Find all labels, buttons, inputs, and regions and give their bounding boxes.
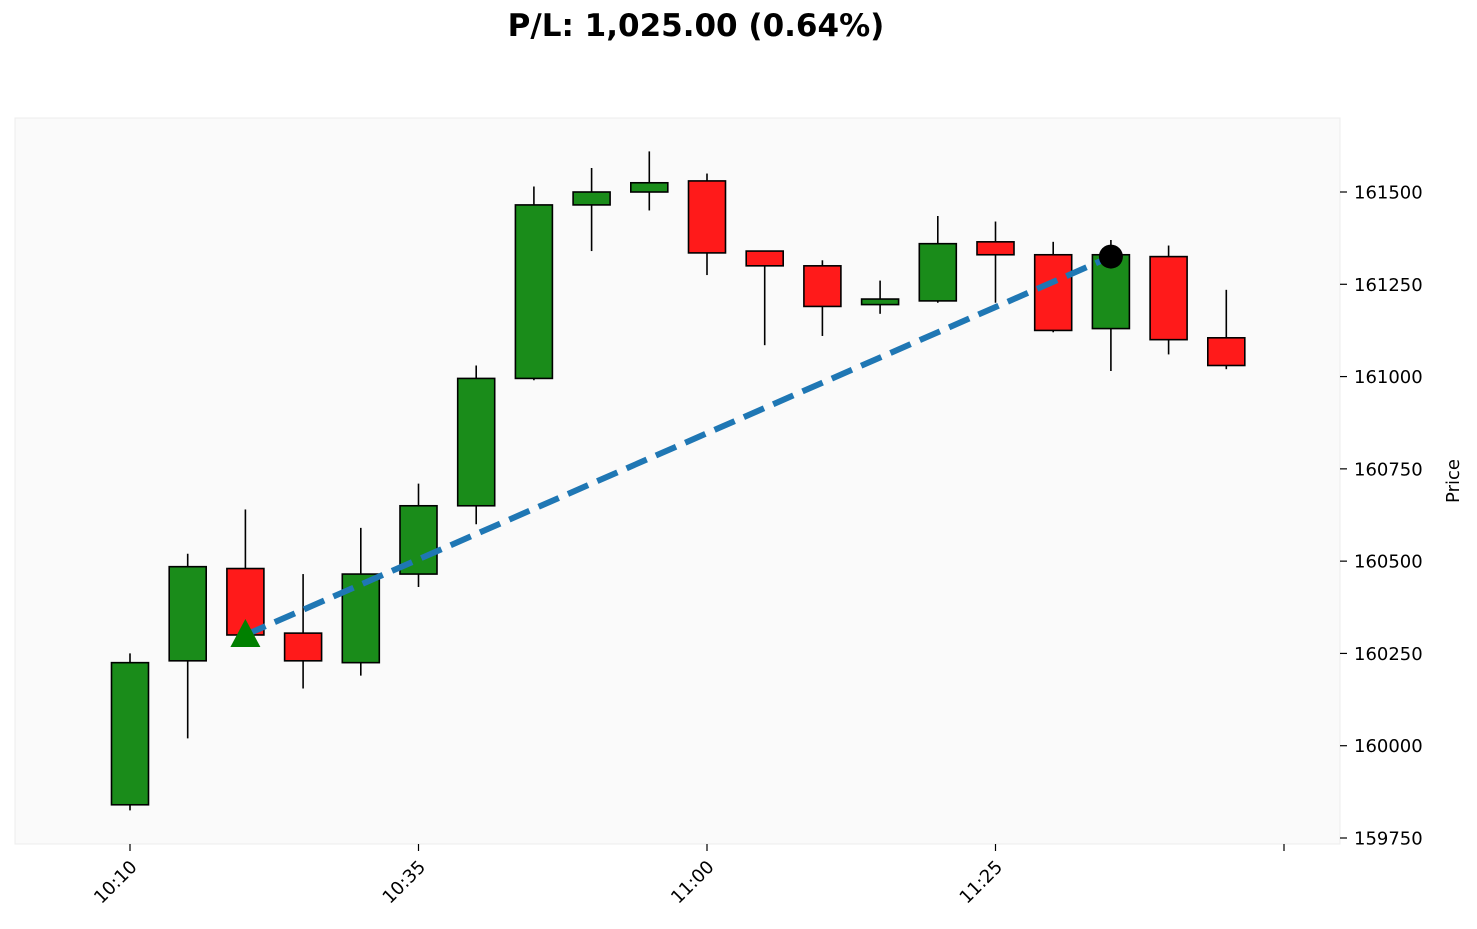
- trade-line: [244, 253, 1113, 638]
- candle-up: [456, 377, 496, 507]
- entry-marker: [230, 618, 261, 647]
- x-axis: 10:10 10:35 11:00 11:25: [90, 844, 1285, 909]
- y-tick-label: 160250: [1354, 644, 1423, 665]
- candle-up: [514, 204, 554, 380]
- y-tick-label: 161250: [1354, 275, 1423, 296]
- candle-down: [745, 250, 785, 267]
- candle-up: [110, 661, 150, 806]
- y-tick-label: 159750: [1354, 829, 1423, 850]
- x-tick-label: 10:10: [90, 857, 142, 909]
- candle-down: [1033, 253, 1073, 332]
- y-axis: 159750 160000 160250 160500 160750 161000 1612…: [1340, 183, 1423, 850]
- x-tick-label: 11:00: [667, 857, 719, 909]
- candle-down: [976, 241, 1015, 256]
- x-tick-label: 10:35: [379, 857, 431, 909]
- y-tick-label: 160750: [1354, 459, 1423, 480]
- y-tick-label: 161500: [1354, 183, 1423, 204]
- x-tick-label: 11:25: [956, 857, 1008, 909]
- candle-up: [572, 191, 611, 206]
- candle-down: [283, 632, 323, 662]
- candles-layer: [110, 151, 1246, 811]
- candle-up: [918, 242, 958, 302]
- y-tick-label: 161000: [1354, 367, 1423, 388]
- y-tick-label: 160000: [1354, 736, 1423, 757]
- candle-down: [687, 180, 727, 254]
- plot-area: [14, 117, 1341, 845]
- chart-title: P/L: 1,025.00 (0.64%): [507, 8, 885, 44]
- candle-up: [629, 181, 669, 193]
- candle-down: [803, 265, 842, 308]
- candle-up: [860, 298, 900, 306]
- trade-layer: [230, 244, 1123, 647]
- y-axis-label: Price: [1443, 459, 1464, 503]
- exit-marker: [1098, 244, 1123, 269]
- candle-up: [168, 565, 207, 662]
- candle-down: [1207, 337, 1246, 367]
- candle-down: [1149, 255, 1188, 341]
- y-tick-label: 160500: [1354, 552, 1423, 573]
